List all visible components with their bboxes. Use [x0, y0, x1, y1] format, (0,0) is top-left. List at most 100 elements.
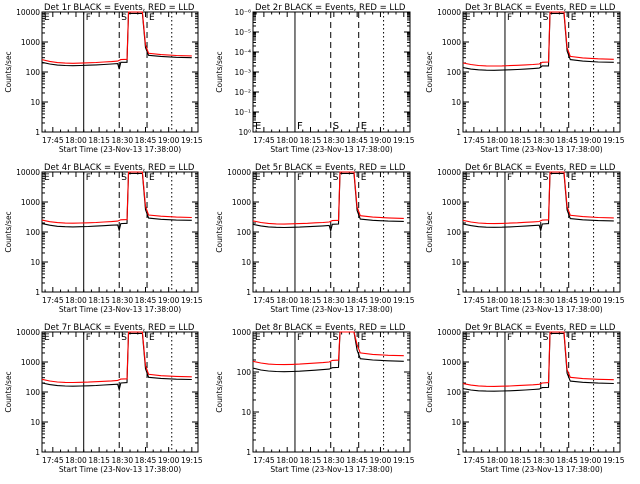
event-marker: F	[507, 173, 512, 183]
x-tick-label: 18:45	[346, 296, 368, 305]
y-axis-label: Counts/sec	[425, 51, 434, 92]
y-tick-label: 100	[26, 228, 41, 237]
panel-5: Det 5r BLACK = Events, RED = LLD Counts/s…	[215, 163, 415, 314]
x-tick-label: 17:45	[463, 296, 485, 305]
event-marker: F	[297, 173, 302, 183]
event-marker: S	[543, 13, 549, 23]
y-tick-label: 1	[35, 128, 40, 137]
y-tick-label: 10	[30, 258, 40, 267]
y-tick-label: 10⁻⁶	[234, 8, 251, 17]
y-tick-label: 1	[456, 448, 461, 457]
y-tick-label: 10000	[16, 328, 40, 337]
plot-frame	[462, 11, 621, 133]
x-tick-label: 17:45	[42, 296, 64, 305]
x-tick-label: 19:15	[181, 296, 203, 305]
y-tick-label: 10⁻²	[234, 88, 251, 97]
y-tick-label: 10⁻⁵	[234, 28, 251, 37]
lld-series-line	[41, 331, 192, 384]
panel-8: Det 8r BLACK = Events, RED = LLD Counts/s…	[215, 323, 415, 474]
y-tick-label: 1000	[21, 358, 40, 367]
x-tick-label: 18:00	[276, 296, 298, 305]
y-tick-label: 100	[26, 388, 41, 397]
x-tick-label: 19:15	[393, 456, 415, 465]
y-tick-label: 100	[237, 368, 252, 377]
x-tick-label: 18:15	[88, 296, 110, 305]
panel-6: Det 6r BLACK = Events, RED = LLD Counts/s…	[425, 163, 625, 314]
x-tick-label: 17:45	[463, 136, 485, 145]
x-tick-label: 18:15	[510, 456, 532, 465]
y-axis-label: Counts/sec	[425, 371, 434, 412]
x-tick-label: 17:45	[253, 296, 275, 305]
x-tick-label: 19:15	[393, 136, 415, 145]
y-tick-label: 10	[451, 418, 461, 427]
x-tick-label: 18:30	[533, 456, 555, 465]
y-axis-label: Counts/sec	[425, 211, 434, 252]
y-axis-label: Counts/sec	[215, 51, 224, 92]
plot-frame	[41, 331, 199, 453]
x-tick-label: 18:30	[533, 136, 555, 145]
plot-frame	[41, 11, 199, 133]
events-series-line	[462, 172, 614, 233]
lld-series-line	[252, 331, 404, 366]
event-marker: S	[543, 333, 549, 343]
x-tick-label: 18:45	[556, 136, 578, 145]
x-tick-label: 18:30	[323, 136, 345, 145]
event-marker: S	[333, 121, 339, 132]
panel-1: Det 1r BLACK = Events, RED = LLD Counts/s…	[4, 3, 203, 154]
x-tick-label: 18:30	[112, 296, 134, 305]
x-tick-label: 18:00	[486, 456, 508, 465]
x-tick-label: 18:00	[486, 296, 508, 305]
y-tick-label: 1	[35, 448, 40, 457]
x-tick-label: 18:45	[346, 456, 368, 465]
y-tick-label: 100	[26, 68, 41, 77]
x-tick-label: 17:45	[253, 136, 275, 145]
event-marker: E	[255, 173, 261, 183]
y-tick-label: 100	[237, 228, 252, 237]
events-series-line	[462, 12, 614, 71]
panel-7: Det 7r BLACK = Events, RED = LLD Counts/s…	[4, 323, 203, 474]
x-tick-label: 19:15	[603, 136, 625, 145]
x-tick-label: 18:00	[486, 136, 508, 145]
lld-series-line	[462, 11, 614, 67]
x-tick-label: 18:00	[65, 136, 87, 145]
y-tick-label: 10⁰	[238, 128, 251, 137]
event-marker: F	[507, 13, 512, 23]
x-tick-label: 18:15	[88, 136, 110, 145]
y-axis-label: Counts/sec	[215, 211, 224, 252]
event-marker: S	[543, 173, 549, 183]
y-tick-label: 1000	[442, 358, 461, 367]
x-tick-label: 18:15	[510, 296, 532, 305]
x-tick-label: 19:00	[158, 296, 180, 305]
events-series-line	[252, 172, 404, 233]
y-tick-label: 10000	[437, 168, 461, 177]
y-tick-label: 10	[451, 98, 461, 107]
panel-title: Det 6r BLACK = Events, RED = LLD	[465, 163, 616, 173]
lld-series-line	[252, 171, 404, 225]
x-tick-label: 18:45	[135, 456, 157, 465]
y-tick-label: 1000	[21, 38, 40, 47]
x-tick-label: 18:30	[323, 456, 345, 465]
event-marker: F	[297, 121, 303, 132]
x-tick-label: 18:15	[300, 456, 322, 465]
x-tick-label: 18:30	[533, 296, 555, 305]
event-marker: E	[44, 13, 50, 23]
y-tick-label: 100	[447, 388, 462, 397]
event-marker: E	[44, 333, 50, 343]
events-series-line	[41, 12, 192, 70]
panel-2: Det 2r BLACK = Events, RED = LLD Counts/s…	[215, 3, 415, 154]
x-tick-label: 18:15	[300, 296, 322, 305]
event-marker: S	[121, 173, 127, 183]
event-marker: E	[255, 121, 261, 132]
x-axis-label: Start Time (23-Nov-13 17:38:00)	[480, 465, 602, 474]
plot-frame	[252, 171, 411, 293]
x-tick-label: 19:00	[158, 136, 180, 145]
y-tick-label: 1	[246, 288, 251, 297]
plot-frame	[252, 331, 411, 453]
lld-series-line	[41, 171, 192, 224]
x-tick-label: 19:00	[580, 456, 602, 465]
y-tick-label: 100	[447, 68, 462, 77]
lld-series-line	[462, 331, 614, 387]
x-tick-label: 19:00	[370, 456, 392, 465]
x-axis-label: Start Time (23-Nov-13 17:38:00)	[59, 145, 181, 154]
